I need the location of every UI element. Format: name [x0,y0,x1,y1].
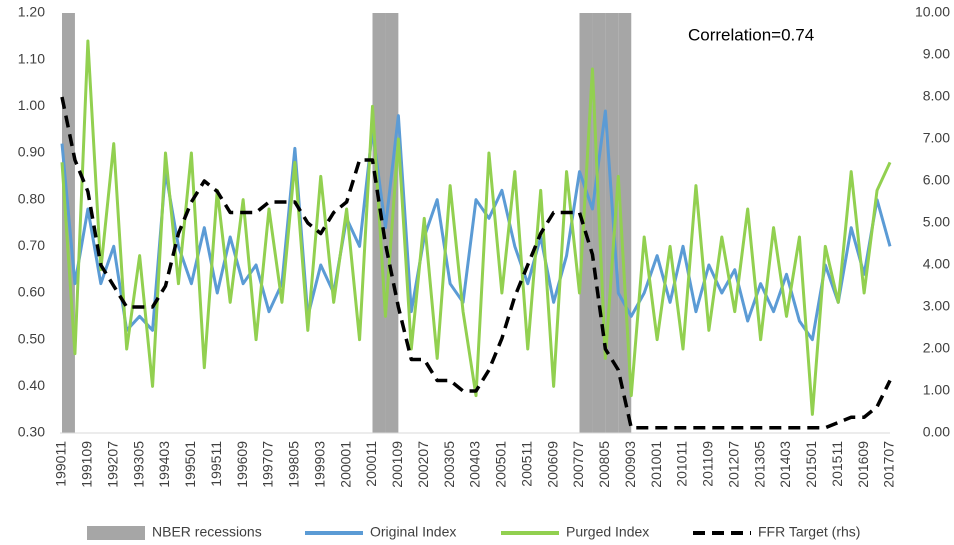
y2-tick-label: 8.00 [923,88,950,104]
y-tick-label: 0.30 [18,424,45,440]
x-tick-label: 201511 [829,441,845,487]
legend-label: FFR Target (rhs) [758,524,860,540]
x-tick-label: 200305 [441,441,457,488]
y-tick-label: 1.00 [18,97,45,113]
x-tick-label: 201501 [803,441,819,488]
x-tick-label: 199305 [130,441,146,488]
x-tick-label: 199805 [286,441,302,488]
x-tick-label: 199511 [208,441,224,487]
y-tick-label: 1.20 [18,4,45,20]
x-tick-label: 200001 [337,441,353,488]
y2-tick-label: 3.00 [923,298,950,314]
index-line [60,39,892,416]
x-tick-label: 200109 [389,441,405,488]
x-tick-label: 199707 [260,441,276,488]
legend-label: Original Index [370,524,456,540]
x-tick-label: 199011 [53,441,69,487]
x-tick-label: 199403 [156,441,172,488]
y-tick-label: 1.10 [18,50,45,66]
x-tick-label: 200609 [544,441,560,488]
y-tick-label: 0.40 [18,377,45,393]
x-tick-label: 200207 [415,441,431,488]
y2-tick-label: 10.00 [915,4,950,20]
x-tick-label: 201707 [881,441,897,488]
y2-tick-label: 4.00 [923,256,950,272]
y2-tick-label: 0.00 [923,424,950,440]
y-tick-label: 0.50 [18,330,45,346]
y-tick-label: 0.60 [18,284,45,300]
x-tick-label: 200501 [493,441,509,488]
x-tick-label: 201001 [648,441,664,488]
y2-tick-label: 2.00 [923,340,950,356]
plot-area [60,13,892,433]
x-tick-label: 201109 [700,441,716,487]
x-tick-label: 200011 [363,441,379,487]
y2-tick-label: 5.00 [923,214,950,230]
annotation: Correlation=0.74 [688,25,814,44]
legend-label: Purged Index [566,524,649,540]
x-tick-label: 199207 [104,441,120,488]
legend-swatch [87,526,145,540]
legend-label: NBER recessions [152,524,262,540]
x-tick-label: 199109 [79,441,95,488]
y-tick-label: 0.90 [18,144,45,160]
x-tick-label: 200707 [570,441,586,488]
x-tick-label: 201305 [751,441,767,488]
y2-tick-label: 7.00 [923,130,950,146]
x-tick-label: 201403 [777,441,793,488]
y-tick-label: 0.80 [18,190,45,206]
x-tick-label: 199903 [311,441,327,488]
y-tick-label: 0.70 [18,237,45,253]
x-tick-label: 200511 [518,441,534,487]
ffr-line [60,96,892,430]
x-tick-label: 200403 [467,441,483,488]
x-tick-label: 200903 [622,441,638,488]
x-tick-label: 201011 [674,441,690,487]
x-tick-label: 201207 [725,441,741,488]
x-tick-label: 200805 [596,441,612,488]
x-tick-label: 199501 [182,441,198,488]
index-line [60,109,892,342]
y2-tick-label: 6.00 [923,172,950,188]
y2-tick-label: 9.00 [923,46,950,62]
x-tick-label: 199609 [234,441,250,488]
x-tick-label: 201609 [855,441,871,488]
y2-tick-label: 1.00 [923,382,950,398]
